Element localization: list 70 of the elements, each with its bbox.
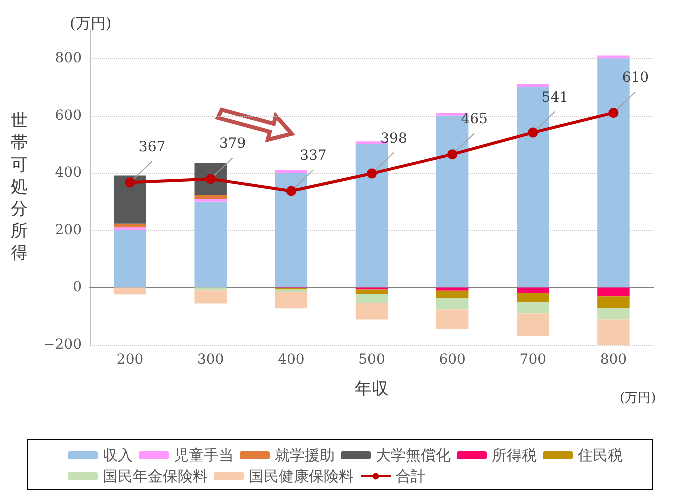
bar: [114, 288, 146, 295]
data-label: 367: [138, 140, 166, 156]
bar: [517, 84, 550, 88]
bar: [517, 302, 550, 314]
legend-label: 児童手当: [174, 446, 234, 464]
bar: [598, 288, 630, 297]
annotation: (万円): [70, 14, 112, 32]
text: (万円): [620, 391, 656, 406]
bar: [275, 292, 308, 309]
x-tick-label: 200: [116, 352, 144, 368]
bar: [114, 224, 146, 228]
legend-label: 合計: [396, 468, 426, 486]
data-label: 398: [380, 130, 408, 147]
legend-label: 就学援助: [275, 446, 335, 464]
bar: [598, 308, 630, 320]
bar: [194, 202, 227, 288]
legend-label: 大学無償化: [376, 446, 451, 464]
point: [367, 168, 377, 179]
bar: [194, 195, 227, 199]
bar: [436, 310, 469, 330]
bar: [598, 296, 630, 308]
legend-label: 収入: [103, 446, 133, 464]
point: [125, 178, 136, 188]
bar: [275, 290, 308, 292]
bar: [114, 230, 146, 288]
bar: [517, 293, 550, 302]
x-axis-title: 年収: [355, 380, 389, 400]
y-tick-label: 0: [73, 280, 82, 296]
bar: [517, 314, 550, 336]
bar: [598, 320, 630, 345]
y-tick-label: 600: [55, 108, 82, 124]
bar: [436, 288, 469, 291]
point: [528, 128, 538, 138]
bar: [436, 298, 469, 310]
bar: [194, 290, 227, 304]
y-tick-label: 200: [55, 222, 82, 238]
y-tick-label: 800: [55, 50, 82, 67]
x-tick-label: 400: [278, 352, 305, 368]
data-label: 541: [542, 90, 569, 106]
bar: [356, 290, 388, 294]
point: [286, 186, 296, 196]
x-tick-label: 300: [197, 352, 224, 368]
point: [448, 150, 458, 160]
y-tick-label: 400: [55, 165, 82, 182]
legend-label: 所得税: [492, 446, 537, 464]
bar: [114, 228, 146, 230]
bar: [275, 173, 308, 288]
x-tick-label: 600: [439, 352, 466, 368]
data-label: 610: [622, 70, 650, 86]
legend-label: 国民健康保険料: [249, 468, 354, 486]
y-tick-label: −200: [44, 337, 82, 353]
data-label: 337: [300, 148, 327, 164]
bar: [194, 198, 227, 202]
x-tick-label: 500: [358, 352, 386, 368]
x-tick-label: 700: [520, 352, 547, 368]
data-label: 379: [219, 136, 246, 152]
x-tick-label: 800: [600, 352, 628, 368]
bar: [436, 290, 469, 298]
bar: [114, 176, 146, 224]
bar: [356, 142, 388, 145]
bar: [356, 144, 388, 288]
bar: [356, 294, 388, 304]
bar: [356, 303, 388, 320]
legend-label: 住民税: [577, 446, 623, 464]
bar: [517, 288, 550, 294]
y-axis-title: 世帯可処分所得: [11, 112, 28, 264]
legend-label: 国民年金保険料: [103, 468, 208, 486]
data-label: 465: [461, 112, 488, 128]
point: [608, 108, 619, 118]
bar: [194, 288, 227, 291]
